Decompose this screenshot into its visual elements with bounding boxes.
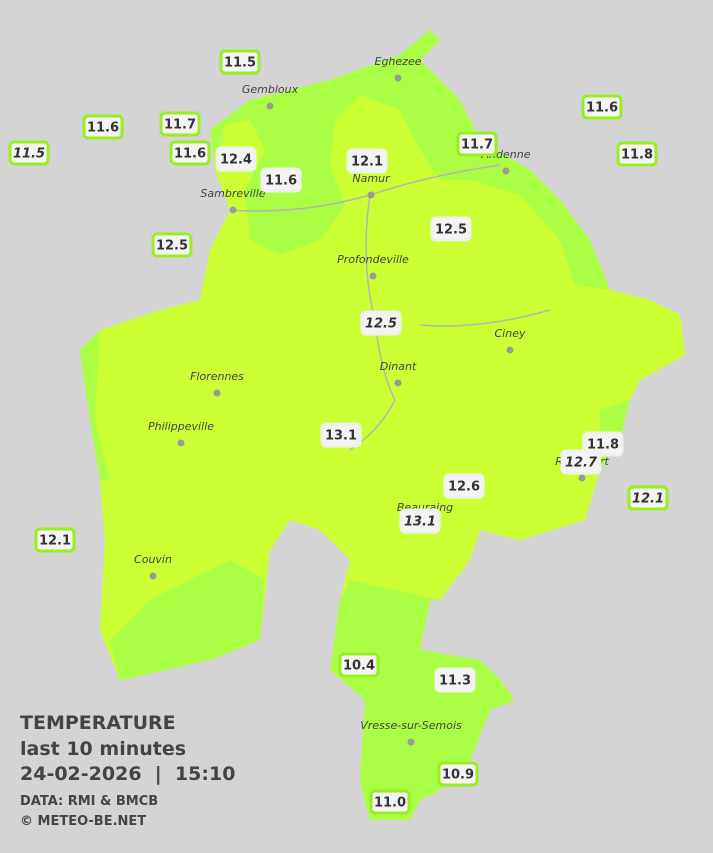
city-dot [229, 206, 237, 214]
station-box [320, 422, 362, 448]
city-dot [578, 474, 586, 482]
station-box [338, 652, 380, 678]
city-label: Ciney [495, 327, 526, 340]
station-value: 11.5 [224, 56, 256, 71]
city-label: Dinant [380, 360, 417, 373]
station-value: 12.6 [448, 480, 480, 495]
station-box [346, 148, 388, 174]
station-value: 12.7 [565, 456, 598, 471]
station-box [616, 141, 658, 167]
station-box [151, 232, 193, 258]
station-value: 12.5 [435, 223, 467, 238]
city-dot [213, 389, 221, 397]
green-zone-west [80, 330, 110, 480]
station-value: 11.8 [621, 148, 653, 163]
station-value: 12.1 [39, 534, 71, 549]
station-value: 10.9 [442, 768, 474, 783]
city-dot [502, 167, 510, 175]
station-box [369, 789, 411, 815]
legend-period: last 10 minutes [20, 738, 186, 760]
station-value: 12.5 [156, 239, 188, 254]
station-value: 12.1 [351, 155, 383, 170]
city-label: Vresse-sur-Semois [360, 719, 462, 732]
station-value: 11.7 [164, 118, 196, 133]
green-zone-north [210, 30, 610, 290]
station-box [219, 49, 261, 75]
station-value: 11.8 [587, 438, 619, 453]
city-dot [367, 191, 375, 199]
station-box [8, 140, 50, 166]
station-value: 13.1 [325, 429, 357, 444]
station-box [627, 485, 669, 511]
station-box [34, 527, 76, 553]
station-box [581, 94, 623, 120]
station-box [169, 140, 211, 166]
legend-credit: © METEO-BE.NET [20, 814, 146, 829]
city-label: Profondeville [337, 253, 409, 266]
city-label: Couvin [134, 553, 172, 566]
city-dot [266, 102, 274, 110]
green-zone-south [330, 580, 515, 820]
station-box [260, 167, 302, 193]
city-label: Namur [352, 172, 391, 185]
station-box [434, 667, 476, 693]
station-value: 11.6 [265, 174, 297, 189]
station-box [360, 310, 402, 336]
station-box [443, 473, 485, 499]
city-dot [407, 738, 415, 746]
station-value: 11.6 [586, 101, 618, 116]
city-dot [394, 379, 402, 387]
station-box [456, 131, 498, 157]
station-value: 11.6 [174, 147, 206, 162]
legend-title: TEMPERATURE [20, 712, 176, 734]
station-box [437, 761, 479, 787]
city-label: Gembloux [242, 83, 299, 96]
station-box [159, 111, 201, 137]
city-label: Philippeville [148, 420, 214, 433]
station-value: 11.3 [439, 674, 471, 689]
station-box [82, 114, 124, 140]
city-dot [177, 439, 185, 447]
city-label: Sambreville [200, 187, 265, 200]
station-box [215, 146, 257, 172]
station-value: 11.0 [374, 796, 406, 811]
station-value: 12.1 [632, 492, 664, 507]
legend-source: DATA: RMI & BMCB [20, 794, 158, 809]
station-value: 11.7 [461, 138, 493, 153]
green-zone-southwest [110, 560, 265, 680]
legend-datetime: 24-02-2026 | 15:10 [20, 763, 235, 785]
station-box [430, 216, 472, 242]
station-box [560, 449, 602, 475]
station-value: 11.5 [13, 147, 45, 162]
station-value: 12.5 [365, 317, 397, 332]
station-value: 11.6 [87, 121, 119, 136]
city-label: Eghezee [375, 55, 422, 68]
city-dot [394, 74, 402, 82]
station-value: 10.4 [343, 659, 375, 674]
station-box [399, 508, 441, 534]
station-value: 12.4 [220, 153, 252, 168]
city-dot [369, 272, 377, 280]
city-dot [149, 572, 157, 580]
city-label: Florennes [190, 370, 244, 383]
station-value: 13.1 [404, 515, 436, 530]
city-dot [506, 346, 514, 354]
